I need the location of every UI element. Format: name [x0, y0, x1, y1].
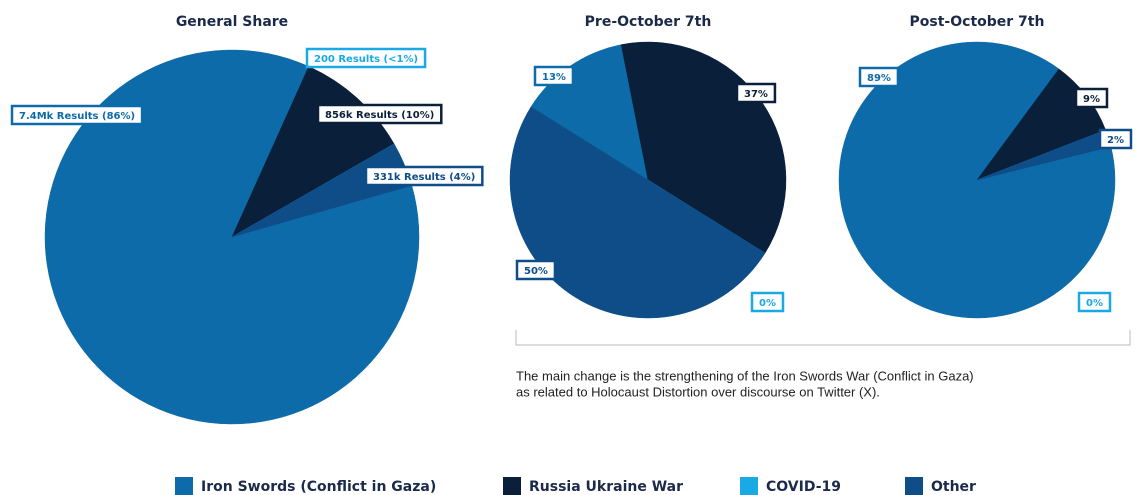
legend-label: Iron Swords (Conflict in Gaza)	[201, 479, 436, 495]
label-box	[533, 65, 575, 87]
chart-title: Pre-October 7th	[585, 14, 712, 30]
data-label: 50%	[524, 266, 548, 277]
note-line: The main change is the strengthening of …	[516, 368, 974, 383]
label-box	[735, 82, 777, 104]
data-label: 856k Results (10%)	[325, 110, 434, 121]
bracket	[515, 330, 1131, 346]
chart-title: Post-October 7th	[910, 14, 1045, 30]
legend-swatch	[905, 477, 923, 495]
data-label: 2%	[1107, 135, 1124, 146]
pie-slice	[509, 106, 766, 319]
chart-title: General Share	[176, 14, 288, 30]
legend-label: Russia Ukraine War	[529, 479, 683, 495]
label-box	[10, 104, 144, 126]
data-label: 37%	[744, 89, 768, 100]
data-label: 200 Results (<1%)	[314, 54, 418, 65]
data-label: 9%	[1083, 94, 1100, 105]
pie	[838, 41, 1116, 319]
label-box	[364, 165, 484, 187]
label-box	[750, 291, 785, 313]
data-label: 0%	[759, 298, 776, 309]
label-box	[1074, 87, 1109, 109]
label-box	[858, 66, 900, 88]
legend-swatch	[503, 477, 521, 495]
label-box	[1098, 128, 1133, 150]
label-box	[305, 47, 427, 69]
label-box	[1077, 291, 1112, 313]
data-label: 13%	[542, 72, 566, 83]
data-label: 0%	[1086, 298, 1103, 309]
data-label: 89%	[867, 73, 891, 84]
legend-label: COVID-19	[766, 479, 841, 495]
legend-swatch	[175, 477, 193, 495]
pie	[44, 49, 420, 425]
legend-swatch	[740, 477, 758, 495]
label-box	[515, 259, 557, 281]
note-line: as related to Holocaust Distortion over …	[516, 384, 880, 399]
legend-label: Other	[931, 479, 976, 495]
data-label: 7.4Mk Results (86%)	[19, 111, 135, 122]
label-box	[316, 103, 443, 125]
data-label: 331k Results (4%)	[373, 172, 475, 183]
